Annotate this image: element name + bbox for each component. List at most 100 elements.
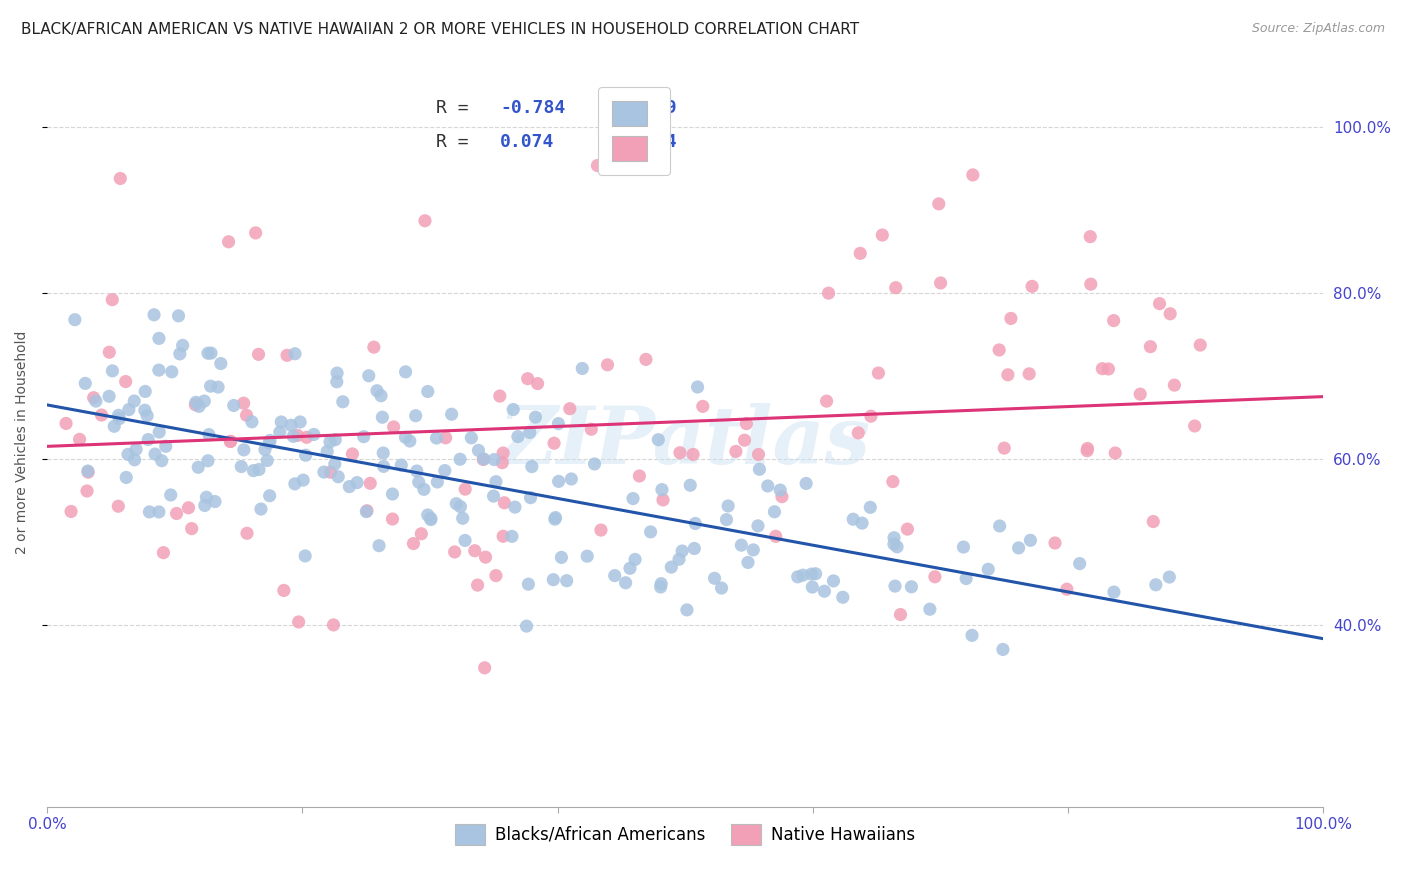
Point [842,512,865,526]
Point [114,375,136,389]
Point [207,380,229,394]
Point [896,522,918,536]
Point [859,409,882,424]
Point [924,570,946,584]
Point [218,235,240,249]
Point [136,409,159,423]
Point [710,581,733,595]
Point [413,483,436,497]
Point [464,543,486,558]
Point [257,436,280,450]
Point [506,429,529,443]
Point [426,475,449,489]
Point [283,429,305,443]
Point [371,410,394,425]
Point [446,497,468,511]
Point [450,500,472,514]
Point [166,507,188,521]
Point [502,402,524,417]
Point [125,442,148,457]
Point [576,549,599,564]
Point [148,505,170,519]
Point [440,407,463,421]
Point [993,441,1015,455]
Point [717,499,740,513]
Point [76,464,98,478]
Point [235,409,257,423]
Point [558,401,581,416]
Point [1097,362,1119,376]
Point [547,417,569,431]
Point [398,434,420,448]
Point [90,408,112,422]
Point [716,513,738,527]
Point [322,618,344,632]
Point [180,522,202,536]
Point [501,529,523,543]
Point [316,444,339,458]
Text: R =: R = [436,133,470,151]
Point [683,541,706,556]
Point [231,459,253,474]
Point [373,459,395,474]
Point [287,615,309,629]
Point [1076,442,1098,456]
Point [259,434,281,448]
Point [194,499,217,513]
Point [247,462,270,476]
Point [284,347,307,361]
Point [425,431,447,445]
Point [472,452,495,467]
Point [169,347,191,361]
Point [547,475,569,489]
Point [482,452,505,467]
Point [143,447,166,461]
Point [366,384,388,398]
Point [1007,541,1029,555]
Text: N =: N = [602,133,636,151]
Point [988,519,1011,533]
Point [110,171,132,186]
Point [883,537,905,551]
Point [242,464,264,478]
Point [389,458,412,472]
Point [1076,443,1098,458]
Point [671,544,693,558]
Point [474,550,496,565]
Point [433,464,456,478]
Point [134,403,156,417]
Point [724,444,747,458]
Point [323,433,346,447]
Point [544,512,567,526]
Point [748,462,770,476]
Point [101,293,124,307]
Point [416,384,439,399]
Point [363,340,385,354]
Point [370,389,392,403]
Point [434,431,457,445]
Point [356,504,378,518]
Point [472,452,495,467]
Point [519,425,541,440]
Point [928,197,950,211]
Point [449,452,471,467]
Text: ZIPatlas: ZIPatlas [499,403,872,481]
Point [883,531,905,545]
Point [488,389,510,403]
Point [692,400,714,414]
Point [98,345,121,359]
Point [882,475,904,489]
Point [193,394,215,409]
Point [138,505,160,519]
Point [195,490,218,504]
Point [991,642,1014,657]
Point [748,447,770,461]
Point [222,399,245,413]
Point [287,428,309,442]
Point [543,573,565,587]
Point [332,394,354,409]
Point [650,580,672,594]
Point [900,580,922,594]
Point [1159,570,1181,584]
Point [628,469,651,483]
